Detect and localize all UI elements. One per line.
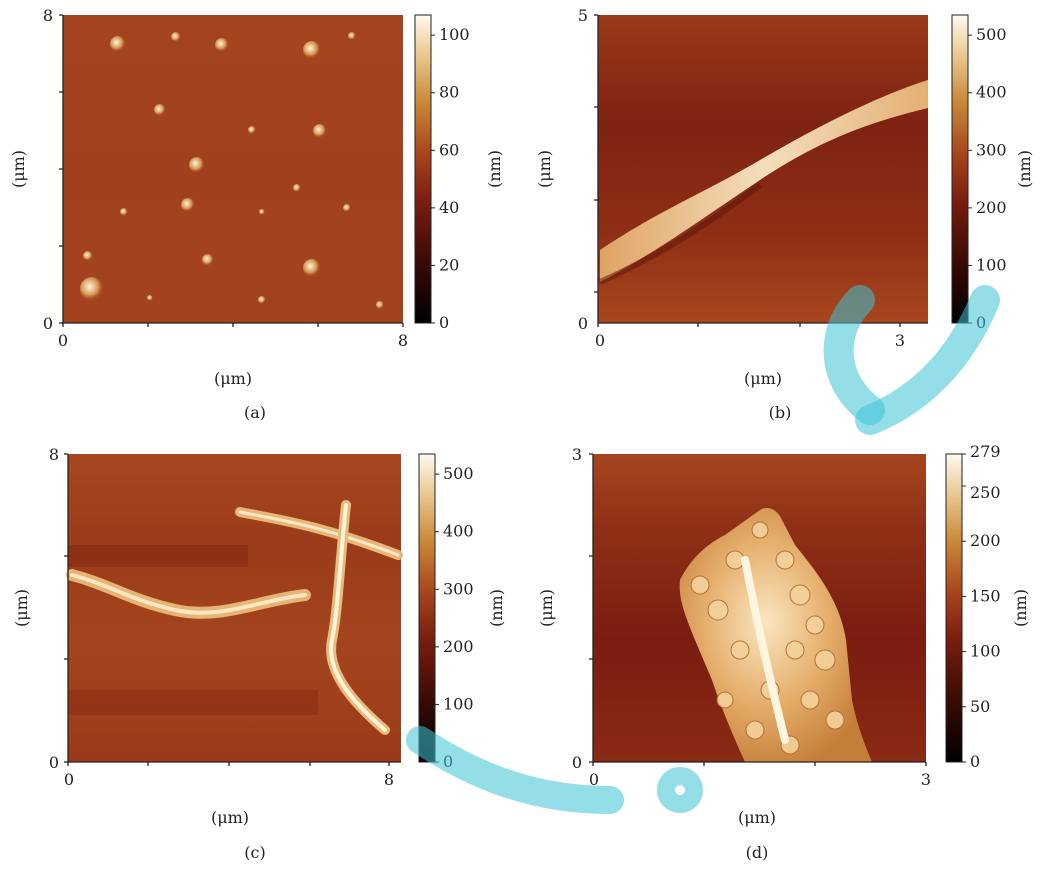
colorbar-tick-label-c-3: 300 — [443, 579, 474, 598]
y-tick-b-0: 0 — [578, 314, 588, 333]
colorbar-ticks-d: 0 50 100 150 200 250 279 — [962, 442, 1001, 771]
colorbar-tick-label-d-5: 250 — [970, 483, 1001, 502]
y-tick-d-1: 3 — [572, 445, 582, 464]
y-tick-c-0: 0 — [49, 753, 59, 772]
colorbar-tick-label-a-4: 80 — [439, 83, 459, 102]
colorbar-tick-label-d-1: 50 — [970, 697, 990, 716]
colorbar-tick-label-a-1: 20 — [439, 255, 459, 274]
colorbar-tick-label-b-5: 500 — [976, 25, 1007, 44]
y-tick-c-1: 8 — [49, 445, 59, 464]
colorbar-tick-label-d-3: 150 — [970, 586, 1001, 605]
caption-d: (d) — [746, 843, 769, 862]
y-unit-a: (μm) — [9, 150, 28, 188]
x-tick-a-1: 8 — [398, 331, 408, 350]
colorbar-tick-label-a-2: 40 — [439, 198, 459, 217]
colorbar-unit-c: (nm) — [487, 589, 506, 627]
x-unit-a: (μm) — [214, 369, 252, 388]
caption-c: (c) — [244, 843, 265, 862]
colorbar-ticks-a: 0 20 40 60 80 100 — [431, 25, 470, 332]
particles-a — [80, 32, 384, 309]
x-tick-c-0: 0 — [64, 770, 74, 789]
colorbar-tick-label-a-5: 100 — [439, 25, 470, 44]
colorbar-tick-label-c-4: 400 — [443, 522, 474, 541]
x-tick-b-0: 0 — [595, 331, 605, 350]
panel-a: 0 20 40 60 80 100 0 8 0 8 (μm) (μm) (nm) (a) — [9, 6, 504, 422]
colorbar-unit-b: (nm) — [1015, 150, 1034, 188]
watermark — [406, 285, 1000, 814]
x-tick-a-0: 0 — [58, 331, 68, 350]
colorbar-tick-label-d-0: 0 — [970, 752, 980, 771]
colorbar-tick-label-c-5: 500 — [443, 464, 474, 483]
colorbar-unit-d: (nm) — [1011, 589, 1030, 627]
caption-b: (b) — [769, 403, 792, 422]
colorbar-unit-a: (nm) — [485, 150, 504, 188]
fibers-c — [66, 500, 403, 735]
y-tick-a-1: 8 — [43, 6, 53, 25]
colorbar-tick-label-c-1: 100 — [443, 694, 474, 713]
colorbar-tick-label-b-3: 300 — [976, 140, 1007, 159]
colorbar-tick-label-b-1: 100 — [976, 255, 1007, 274]
colorbar-tick-label-a-3: 60 — [439, 140, 459, 159]
x-tick-d-0: 0 — [589, 770, 599, 789]
y-tick-d-0: 0 — [572, 753, 582, 772]
colorbar-tick-label-b-4: 400 — [976, 83, 1007, 102]
x-tick-b-1: 3 — [895, 331, 905, 350]
colorbar-c — [418, 453, 436, 763]
colorbar-b — [951, 14, 969, 324]
y-unit-b: (μm) — [535, 150, 554, 188]
x-tick-c-1: 8 — [384, 770, 394, 789]
x-unit-d: (μm) — [738, 808, 776, 827]
x-unit-c: (μm) — [211, 808, 249, 827]
y-tick-b-1: 5 — [578, 6, 588, 25]
colorbar-a — [414, 14, 432, 324]
colorbar-tick-label-c-2: 200 — [443, 637, 474, 656]
x-tick-d-1: 3 — [921, 770, 931, 789]
fiber-b — [600, 80, 928, 282]
y-tick-a-0: 0 — [43, 314, 53, 333]
colorbar-tick-label-b-2: 200 — [976, 198, 1007, 217]
colorbar-tick-label-d-2: 100 — [970, 642, 1001, 661]
panel-d: 0 50 100 150 200 250 279 0 3 0 3 (μm) (μm) (nm… — [537, 442, 1030, 862]
caption-a: (a) — [244, 403, 266, 422]
colorbar-tick-label-d-6: 279 — [970, 442, 1001, 461]
y-unit-d: (μm) — [537, 589, 556, 627]
colorbar-d — [945, 453, 963, 763]
colorbar-tick-label-a-0: 0 — [439, 313, 449, 332]
x-unit-b: (μm) — [744, 369, 782, 388]
colorbar-tick-label-d-4: 200 — [970, 531, 1001, 550]
afm-image-a — [63, 15, 403, 323]
y-unit-c: (μm) — [12, 589, 31, 627]
